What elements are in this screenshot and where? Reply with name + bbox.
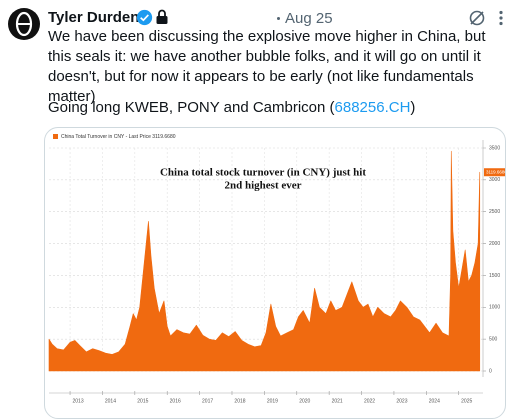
grok-icon[interactable] bbox=[468, 9, 486, 27]
x-tick-label: 2020 bbox=[299, 398, 310, 404]
x-tick-label: 2016 bbox=[170, 398, 181, 404]
y-tick-label: 500 bbox=[489, 336, 498, 342]
area bbox=[48, 150, 481, 372]
chart: 0 500 1000 1500 2000 2500 3000 3500 2013 2014 2015… bbox=[48, 134, 505, 404]
text: Going long KWEB, PONY and Cambricon ( bbox=[48, 99, 335, 116]
post-date[interactable]: Aug 25 bbox=[285, 10, 333, 27]
more-icon[interactable] bbox=[494, 9, 508, 27]
verified-badge bbox=[136, 9, 153, 26]
x-tick-label: 2013 bbox=[72, 398, 83, 404]
avatar[interactable] bbox=[8, 8, 40, 40]
y-tick-label: 1000 bbox=[489, 305, 500, 311]
x-tick-label: 2022 bbox=[364, 398, 375, 404]
ticker-link[interactable]: 688256.CH bbox=[334, 99, 411, 116]
annotation: 2nd highest ever bbox=[225, 180, 302, 192]
y-tick-label: 1500 bbox=[489, 273, 500, 279]
tweet-text: Going long KWEB, PONY and Cambricon (688… bbox=[48, 98, 510, 118]
x-tick-label: 2015 bbox=[137, 398, 148, 404]
y-tick-label: 3500 bbox=[489, 145, 500, 151]
separator-dot bbox=[277, 17, 280, 20]
last-price-tag bbox=[484, 168, 505, 177]
x-tick-label: 2019 bbox=[267, 398, 278, 404]
x-tick-label: 2021 bbox=[332, 398, 343, 404]
x-tick-label: 2025 bbox=[461, 398, 472, 404]
legend-swatch bbox=[53, 134, 58, 139]
tweet-text: We have been discussing the explosive mo… bbox=[48, 28, 486, 105]
lock-icon bbox=[156, 9, 168, 24]
last-price-label: 3119.6680 bbox=[486, 169, 505, 174]
text: ) bbox=[410, 99, 416, 116]
annotation: China total stock turnover (in CNY) just… bbox=[160, 167, 366, 179]
y-tick-label: 2000 bbox=[489, 241, 500, 247]
legend-label: China Total Turnover in CNY - Last Price… bbox=[61, 134, 176, 140]
y-tick-label: 2500 bbox=[489, 209, 500, 215]
tweet: { "tweet": { "author": "Tyler Durden", "… bbox=[8, 8, 510, 419]
y-tick-label: 3000 bbox=[489, 177, 500, 183]
x-tick-label: 2017 bbox=[202, 398, 213, 404]
x-tick-label: 2024 bbox=[429, 398, 440, 404]
x-tick-label: 2023 bbox=[396, 398, 407, 404]
author-name[interactable]: Tyler Durden bbox=[48, 9, 140, 26]
y-tick-label: 0 bbox=[489, 368, 492, 374]
x-tick-label: 2018 bbox=[234, 398, 245, 404]
x-tick-label: 2014 bbox=[105, 398, 116, 404]
media-image[interactable]: 0 500 1000 1500 2000 2500 3000 3500 2013 2014 2015… bbox=[44, 127, 506, 419]
